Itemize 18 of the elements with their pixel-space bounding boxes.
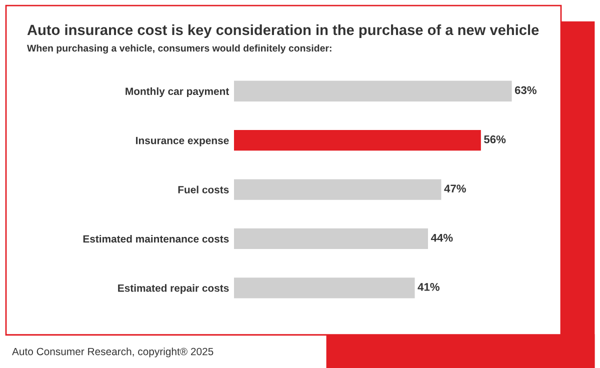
data-label: 47% (444, 184, 466, 192)
y-tick-label: Estimated maintenance costs (83, 234, 229, 243)
data-label: 56% (484, 135, 506, 144)
y-tick-label: Insurance expense (136, 136, 229, 146)
bar (234, 130, 481, 151)
y-tick-label: Fuel costs (178, 186, 229, 194)
bar (234, 179, 442, 200)
y-tick-label: Monthly car payment (126, 87, 230, 98)
text: Auto Consumer Research, copyright® 2025 (12, 348, 214, 358)
chart-subtitle: When purchasing a vehicle, consumers would definitely consider: (27, 44, 332, 54)
data-label: 63% (514, 86, 536, 94)
bar (234, 80, 512, 102)
chart-title: Auto insurance cost is key consideration in the purchase of a new vehicle (27, 24, 539, 38)
y-tick-label: Estimated repair costs (118, 284, 229, 294)
data-label: 41% (418, 283, 440, 291)
bar (234, 278, 415, 298)
data-label: 44% (430, 234, 453, 242)
bar (234, 228, 428, 250)
